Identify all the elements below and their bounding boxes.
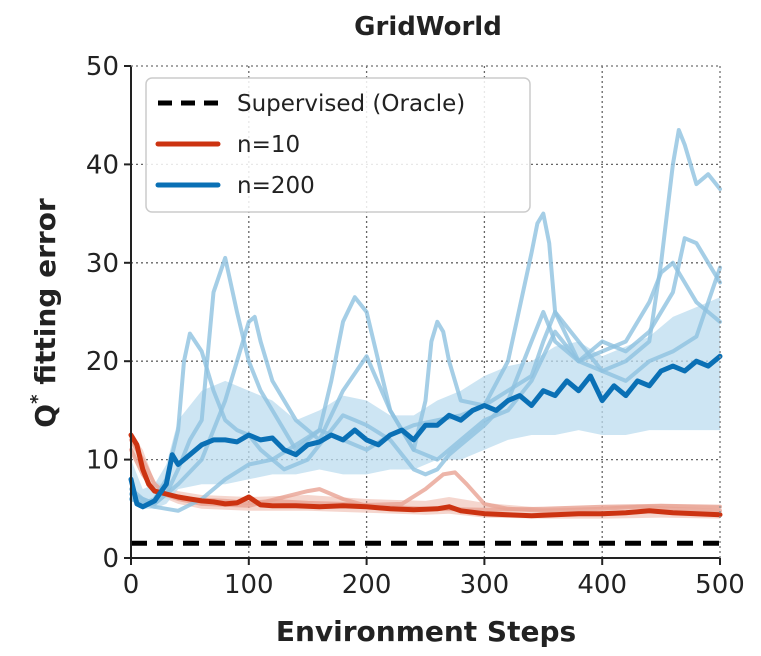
- series-n-10: [128, 432, 723, 519]
- legend-box: [145, 77, 531, 213]
- x-tick-label: 400: [577, 570, 627, 600]
- tick-labels: 0 100 200 300 400 500 0 10 20 30 40 50: [86, 52, 745, 600]
- x-tick-label: 100: [224, 570, 274, 600]
- axes: [130, 65, 721, 559]
- legend: Supervised (Oracle) n=10 n=200: [145, 77, 531, 213]
- series-n-200-run-5: [129, 265, 722, 513]
- series-n-200: [128, 353, 723, 510]
- y-tick-label: 0: [102, 544, 119, 574]
- x-tick-label: 200: [342, 570, 392, 600]
- series-n-200-run-3: [129, 128, 722, 506]
- y-tick-label: 20: [86, 347, 119, 377]
- y-tick-label: 40: [86, 150, 119, 180]
- x-axis-label: Environment Steps: [276, 615, 576, 648]
- y-axis-label-main: Q: [29, 404, 62, 428]
- mean-lines: [128, 353, 723, 546]
- x-tick-label: 0: [123, 570, 140, 600]
- y-axis-label-superscript: *: [27, 394, 48, 404]
- y-axis-label-rest: fitting error: [29, 198, 62, 394]
- legend-label-supervised: Supervised (Oracle): [237, 91, 465, 117]
- chart-title: GridWorld: [354, 12, 502, 42]
- series-n-200-run-4: [129, 236, 722, 506]
- y-tick-label: 50: [86, 52, 119, 82]
- legend-label-n10: n=10: [237, 132, 300, 158]
- x-tick-label: 300: [460, 570, 510, 600]
- y-axis-label: Q* fitting error: [27, 198, 62, 428]
- series-n-200-run-2: [129, 260, 722, 506]
- individual-runs: [129, 128, 722, 513]
- legend-label-n200: n=200: [237, 173, 315, 199]
- x-tick-label: 500: [695, 570, 745, 600]
- y-tick-label: 30: [86, 249, 119, 279]
- y-tick-label: 10: [86, 446, 119, 476]
